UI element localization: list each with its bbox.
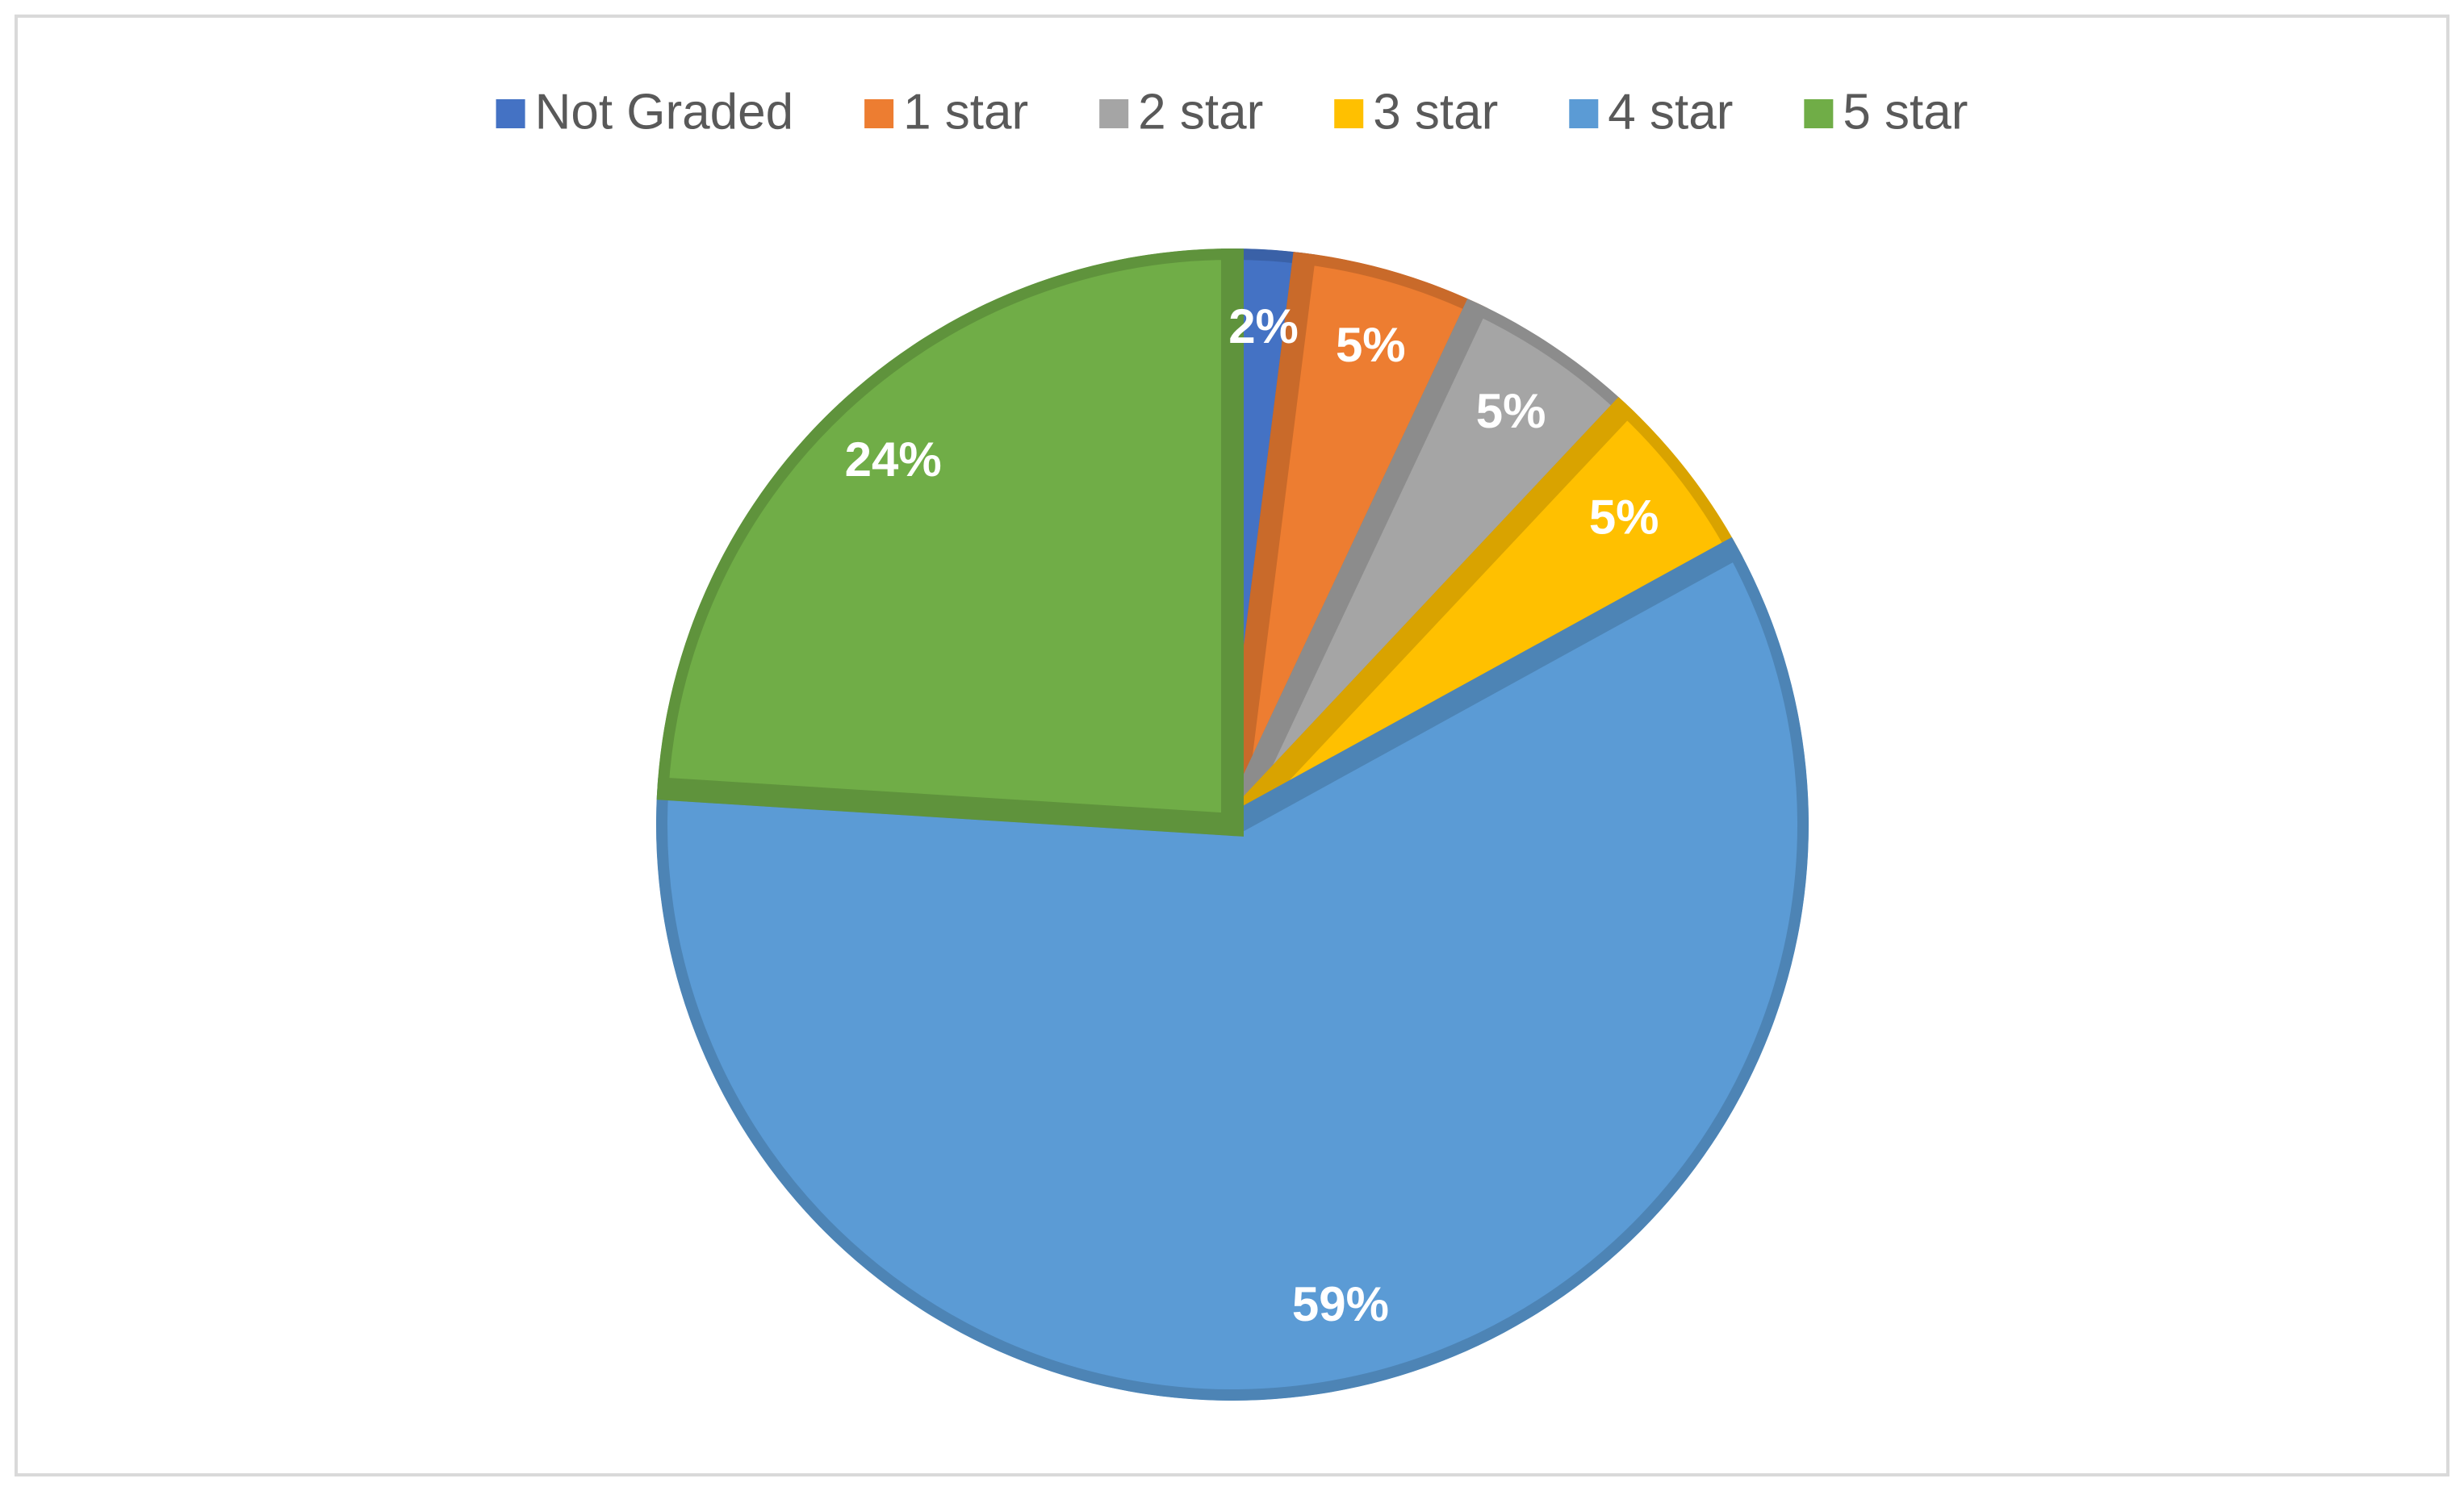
legend-label: 4 star bbox=[1608, 84, 1733, 140]
legend-item: 3 star bbox=[1334, 84, 1498, 140]
data-label: 5% bbox=[1589, 490, 1659, 544]
legend: Not Graded 1 star 2 star 3 star 4 star 5 star bbox=[496, 84, 1968, 140]
legend-item: 5 star bbox=[1804, 84, 1968, 140]
legend-label: 2 star bbox=[1138, 84, 1263, 140]
legend-swatch bbox=[1099, 99, 1129, 128]
legend-item: 1 star bbox=[864, 84, 1028, 140]
legend-item: Not Graded bbox=[496, 84, 794, 140]
data-label: 5% bbox=[1336, 318, 1406, 372]
legend-swatch bbox=[1334, 99, 1364, 128]
data-label: 24% bbox=[845, 432, 942, 487]
pie-slice bbox=[656, 532, 1809, 1401]
pie bbox=[656, 248, 1809, 1401]
legend-item: 2 star bbox=[1099, 84, 1263, 140]
data-labels: 2% 5% 5% 5% 59% 24% bbox=[845, 299, 1659, 1331]
data-label: 5% bbox=[1476, 384, 1546, 438]
legend-swatch bbox=[1804, 99, 1834, 128]
data-label: 59% bbox=[1292, 1277, 1389, 1331]
legend-label: 1 star bbox=[903, 84, 1028, 140]
legend-item: 4 star bbox=[1569, 84, 1733, 140]
legend-label: Not Graded bbox=[535, 84, 794, 140]
legend-swatch bbox=[1569, 99, 1599, 128]
legend-swatch bbox=[864, 99, 894, 128]
data-label: 2% bbox=[1228, 299, 1299, 353]
legend-label: 3 star bbox=[1373, 84, 1498, 140]
legend-swatch bbox=[496, 99, 525, 128]
pie-slice bbox=[656, 248, 1244, 837]
legend-label: 5 star bbox=[1843, 84, 1968, 140]
